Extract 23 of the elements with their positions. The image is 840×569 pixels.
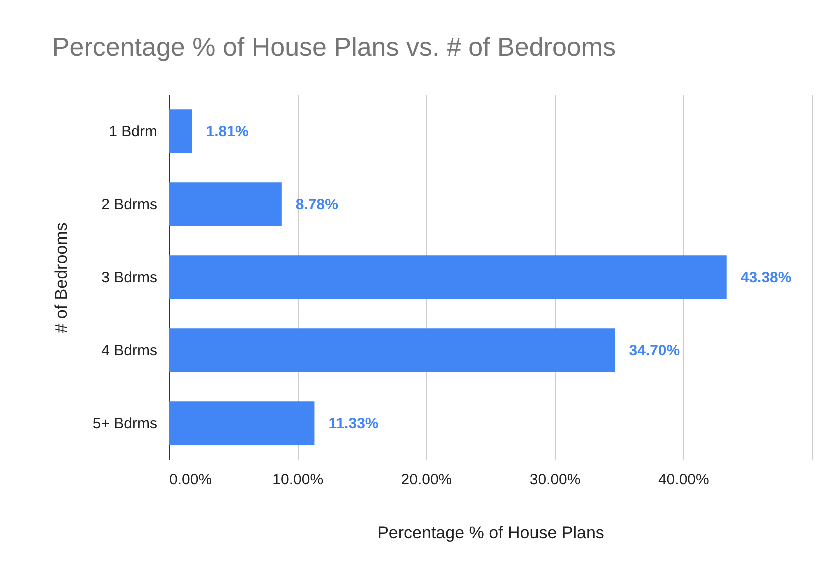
bar bbox=[169, 328, 616, 372]
bar bbox=[169, 110, 192, 154]
chart-title: Percentage % of House Plans vs. # of Bedrooms bbox=[52, 32, 616, 62]
x-tick-label: 40.00% bbox=[658, 472, 710, 488]
y-tick-label: 4 Bdrms bbox=[102, 342, 158, 360]
x-tick-label: 20.00% bbox=[401, 472, 452, 488]
data-label: 8.78% bbox=[296, 196, 338, 214]
data-label: 34.70% bbox=[629, 342, 680, 360]
y-tick-label: 3 Bdrms bbox=[102, 270, 158, 286]
x-tick-label: 30.00% bbox=[530, 472, 581, 488]
x-axis-title: Percentage % of House Plans bbox=[378, 524, 604, 542]
x-tick-label: 0.00% bbox=[170, 472, 212, 488]
bar bbox=[169, 182, 282, 226]
y-tick-label: 1 Bdrm bbox=[109, 124, 158, 140]
y-axis-title: # of Bedrooms bbox=[52, 222, 71, 334]
data-label: 11.33% bbox=[328, 416, 379, 432]
y-tick-label: 5+ Bdrms bbox=[92, 416, 158, 432]
data-label: 43.38% bbox=[740, 270, 792, 286]
bar bbox=[169, 256, 727, 300]
bar bbox=[169, 402, 315, 446]
y-tick-label: 2 Bdrms bbox=[102, 196, 158, 214]
data-label: 1.81% bbox=[206, 124, 249, 140]
x-tick-label: 10.00% bbox=[272, 472, 324, 488]
